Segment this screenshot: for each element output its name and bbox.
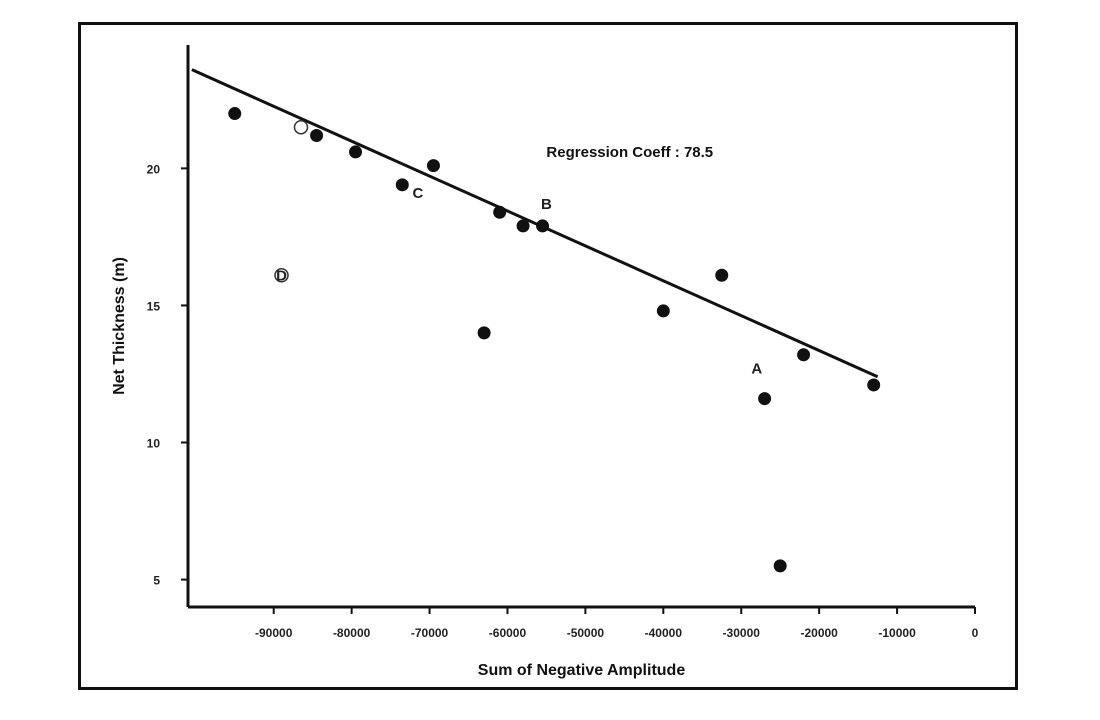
data-point (797, 348, 811, 362)
x-tick-label: 0 (972, 626, 979, 640)
x-tick-label: -20000 (800, 626, 838, 640)
data-point (715, 268, 729, 282)
x-tick-label: -70000 (411, 626, 449, 640)
x-tick-label: -10000 (878, 626, 916, 640)
data-point (493, 205, 507, 219)
data-point (867, 378, 881, 392)
x-tick-label: -60000 (489, 626, 527, 640)
x-axis-title: Sum of Negative Amplitude (478, 662, 686, 679)
y-tick-label: 10 (147, 437, 161, 451)
data-point (516, 219, 530, 233)
data-point (228, 107, 242, 121)
regression-line-group (191, 68, 879, 379)
x-tick-label: -50000 (567, 626, 605, 640)
regression-line (191, 68, 879, 379)
data-point (656, 304, 670, 318)
data-point (310, 128, 324, 142)
x-tick-label: -80000 (333, 626, 371, 640)
data-point (349, 145, 363, 159)
data-point (536, 219, 550, 233)
data-point (773, 559, 787, 573)
data-point (758, 392, 772, 406)
data-point (426, 159, 440, 173)
axes (186, 45, 975, 609)
y-tick-label: 5 (153, 574, 160, 588)
point-annotation: A (751, 360, 762, 377)
data-point (477, 326, 491, 340)
y-tick-label: 15 (147, 299, 161, 313)
point-annotation: D (276, 267, 287, 284)
y-tick-label: 20 (147, 162, 161, 176)
open-data-point (293, 119, 309, 135)
point-annotation: C (412, 185, 423, 202)
x-tick-label: -90000 (255, 626, 293, 640)
open-data-point (274, 268, 289, 283)
x-tick-label: -40000 (645, 626, 683, 640)
y-axis-title: Net Thickness (m) (111, 257, 128, 395)
data-point (395, 178, 409, 192)
data-points (228, 107, 881, 573)
axis-ticks: -90000 -80000 -70000 -60000 -50000 -40000 -300… (147, 162, 979, 640)
regression-annotation: Regression Coeff : 78.5 (546, 144, 713, 161)
x-tick-label: -30000 (723, 626, 761, 640)
point-annotation: B (541, 196, 552, 213)
annotations: Regression Coeff : 78.5 A B C D (276, 144, 762, 378)
figure-frame (78, 22, 1018, 690)
